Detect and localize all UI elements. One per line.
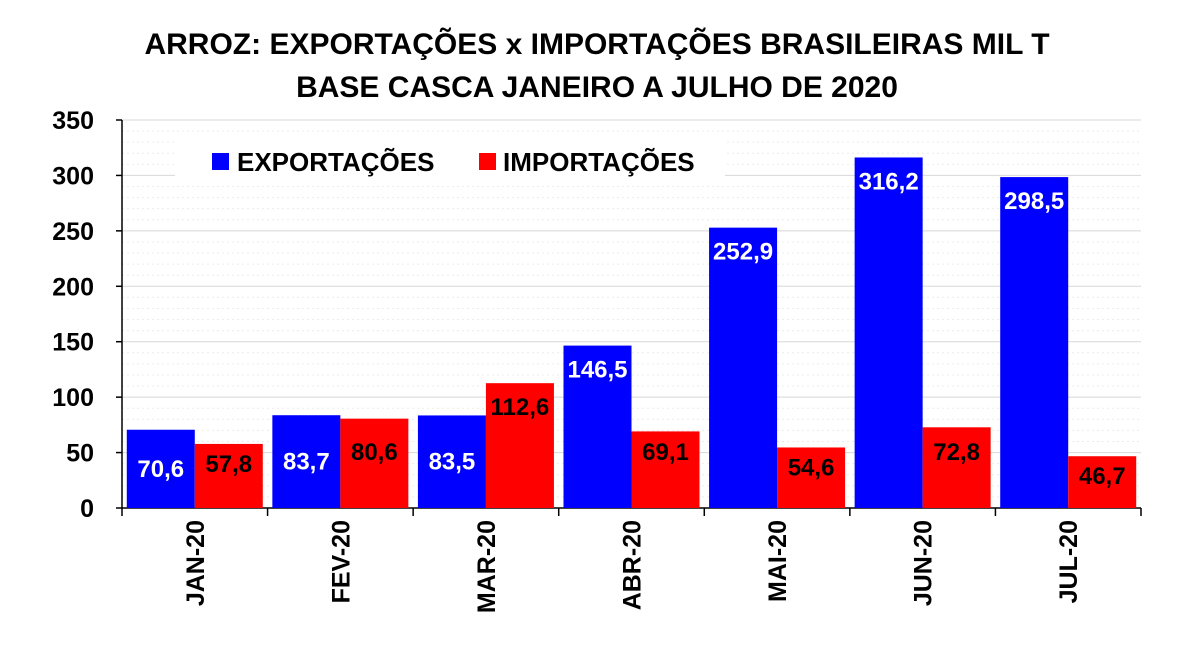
data-label: 83,7	[283, 449, 330, 476]
data-label: 112,6	[491, 394, 550, 421]
data-label: 146,5	[567, 357, 627, 384]
x-tick-label: JAN-20	[182, 520, 210, 606]
y-tick-label: 100	[52, 384, 94, 412]
import-bar	[1068, 456, 1137, 508]
export-bar	[417, 415, 486, 508]
import-bar	[485, 383, 554, 508]
legend-label: EXPORTAÇÕES	[237, 147, 434, 177]
data-label: 298,5	[1004, 188, 1064, 215]
x-tick-label: JUN-20	[910, 520, 938, 606]
import-bar	[631, 431, 700, 508]
export-bar	[854, 157, 923, 508]
export-bar	[272, 415, 341, 508]
data-label: 83,5	[429, 449, 476, 476]
export-bar	[709, 227, 778, 509]
x-tick-label: JUL-20	[1055, 520, 1083, 603]
data-label: 46,7	[1079, 463, 1126, 490]
import-bar	[340, 418, 409, 508]
import-bar	[777, 447, 846, 508]
x-tick-label: MAI-20	[764, 520, 792, 602]
chart-subtitle: BASE CASCA JANEIRO A JULHO DE 2020	[296, 71, 898, 104]
chart-title: ARROZ: EXPORTAÇÕES x IMPORTAÇÕES BRASILE…	[144, 28, 1050, 61]
data-label: 252,9	[713, 239, 773, 266]
export-bar	[563, 345, 632, 508]
export-bar	[1000, 177, 1069, 508]
data-label: 80,6	[351, 439, 398, 466]
y-tick-label: 300	[52, 162, 94, 190]
legend-label: IMPORTAÇÕES	[503, 147, 695, 177]
data-label: 69,1	[642, 439, 689, 466]
legend-swatch	[479, 153, 496, 170]
data-label: 54,6	[788, 454, 835, 481]
y-tick-label: 350	[52, 107, 94, 135]
y-tick-label: 0	[80, 495, 94, 523]
data-label: 57,8	[205, 451, 252, 478]
legend-swatch	[212, 153, 229, 170]
x-tick-label: ABR-20	[619, 520, 647, 610]
data-label: 72,8	[933, 439, 980, 466]
export-bar	[126, 429, 195, 508]
y-tick-label: 250	[52, 218, 94, 246]
x-tick-label: MAR-20	[473, 520, 501, 613]
data-label: 316,2	[859, 168, 919, 195]
y-tick-label: 200	[52, 273, 94, 301]
y-tick-label: 50	[66, 440, 94, 468]
data-label: 70,6	[137, 456, 184, 483]
import-bar	[194, 443, 263, 508]
y-tick-label: 150	[52, 329, 94, 357]
import-bar	[922, 427, 991, 508]
x-tick-label: FEV-20	[327, 520, 355, 603]
legend-box	[175, 140, 725, 182]
